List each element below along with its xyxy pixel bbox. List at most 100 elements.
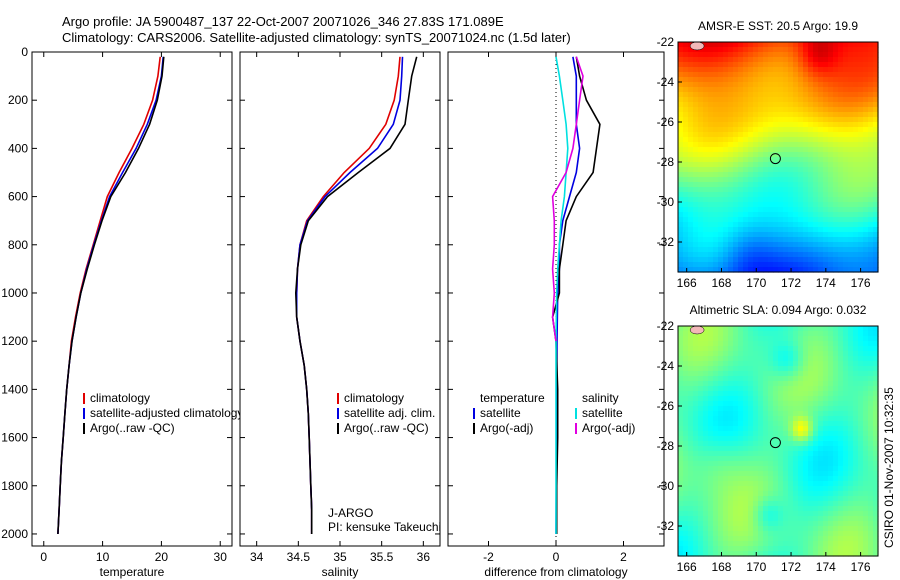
heatmap-cell [868,351,874,357]
heatmap-cell [868,252,874,258]
heatmap-cell [808,207,814,213]
heatmap-cell [728,107,734,113]
heatmap-cell [743,401,749,407]
x-tick-label: 36 [417,550,431,564]
heatmap-cell [738,212,744,218]
heatmap-cell [763,72,769,78]
heatmap-cell [778,391,784,397]
heatmap-cell [753,416,759,422]
heatmap-cell [698,341,704,347]
heatmap-cell [828,356,834,362]
heatmap-cell [873,142,879,148]
heatmap-cell [798,72,804,78]
pi-label-1: J-ARGO [328,506,373,520]
heatmap-cell [803,341,809,347]
heatmap-cell [848,491,854,497]
heatmap-cell [763,262,769,268]
heatmap-cell [853,137,859,143]
heatmap-cell [773,406,779,412]
heatmap-cell [813,371,819,377]
heatmap-cell [868,466,874,472]
heatmap-cell [868,232,874,238]
heatmap-cell [798,531,804,537]
heatmap-cell [798,127,804,133]
heatmap-cell [863,87,869,93]
heatmap-cell [738,436,744,442]
heatmap-cell [818,531,824,537]
heatmap-cell [758,361,764,367]
heatmap-cell [873,496,879,502]
heatmap-cell [723,441,729,447]
heatmap-cell [728,351,734,357]
heatmap-cell [738,217,744,223]
heatmap-cell [858,202,864,208]
heatmap-cell [793,92,799,98]
heatmap-cell [723,491,729,497]
heatmap-cell [778,167,784,173]
heatmap-cell [848,471,854,477]
heatmap-cell [723,366,729,372]
heatmap-cell [768,212,774,218]
heatmap-cell [818,187,824,193]
heatmap-cell [798,421,804,427]
heatmap-cell [858,187,864,193]
heatmap-cell [828,82,834,88]
heatmap-cell [788,107,794,113]
heatmap-cell [748,471,754,477]
heatmap-cell [778,496,784,502]
heatmap-cell [803,456,809,462]
heatmap-cell [813,481,819,487]
heatmap-cell [783,336,789,342]
heatmap-cell [703,157,709,163]
heatmap-cell [733,167,739,173]
heatmap-cell [853,366,859,372]
heatmap-cell [848,222,854,228]
heatmap-cell [708,67,714,73]
heatmap-cell [763,267,769,273]
heatmap-cell [753,466,759,472]
heatmap-cell [763,77,769,83]
heatmap-cell [778,521,784,527]
heatmap-cell [748,92,754,98]
heatmap-cell [813,516,819,522]
heatmap-cell [848,187,854,193]
heatmap-cell [683,82,689,88]
heatmap-cell [788,486,794,492]
heatmap-cell [798,551,804,557]
heatmap-cell [788,331,794,337]
heatmap-cell [743,451,749,457]
heatmap-cell [838,72,844,78]
heatmap-cell [758,366,764,372]
heatmap-cell [773,257,779,263]
heatmap-cell [863,401,869,407]
heatmap-cell [728,341,734,347]
heatmap-cell [758,182,764,188]
heatmap-cell [823,262,829,268]
series-line-2 [555,56,569,534]
heatmap-cell [848,122,854,128]
heatmap-cell [843,247,849,253]
heatmap-cell [733,341,739,347]
heatmap-cell [758,516,764,522]
heatmap-cell [698,531,704,537]
heatmap-cell [858,451,864,457]
heatmap-cell [728,486,734,492]
heatmap-cell [873,152,879,158]
heatmap-cell [718,531,724,537]
heatmap-cell [723,326,729,332]
heatmap-cell [773,192,779,198]
heatmap-cell [793,247,799,253]
heatmap-cell [828,132,834,138]
heatmap-cell [833,511,839,517]
heatmap-cell [748,376,754,382]
heatmap-cell [833,356,839,362]
heatmap-cell [783,192,789,198]
heatmap-cell [713,376,719,382]
heatmap-cell [758,97,764,103]
heatmap-cell [853,496,859,502]
heatmap-cell [788,441,794,447]
heatmap-cell [693,52,699,58]
heatmap-cell [773,466,779,472]
heatmap-cell [748,481,754,487]
heatmap-cell [713,227,719,233]
